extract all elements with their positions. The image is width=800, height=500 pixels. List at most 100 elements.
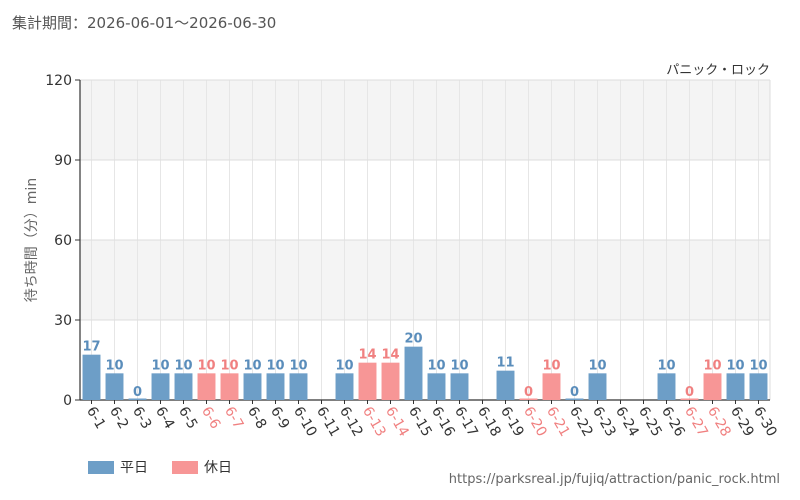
- data-label: 10: [197, 358, 215, 373]
- bar: [749, 373, 768, 400]
- grid-band: [80, 320, 770, 400]
- legend-swatch-weekday: [88, 460, 114, 474]
- bar: [703, 373, 722, 400]
- data-label: 17: [82, 340, 100, 355]
- legend-item-weekday: 平日: [88, 457, 148, 477]
- y-tick-label: 0: [63, 393, 72, 409]
- bar: [289, 373, 308, 400]
- x-tick-label: 6-10: [290, 404, 320, 440]
- grid-band: [80, 160, 770, 240]
- bar: [197, 373, 216, 400]
- x-tick-label: 6-16: [428, 404, 458, 440]
- x-tick-label: 6-7: [221, 404, 246, 432]
- x-tick-label: 6-24: [612, 404, 642, 440]
- data-label: 10: [427, 358, 445, 373]
- bar: [243, 373, 262, 400]
- x-tick-label: 6-4: [152, 404, 177, 432]
- x-tick-label: 6-2: [106, 404, 131, 432]
- x-tick-label: 6-26: [658, 404, 688, 440]
- bar: [657, 373, 676, 400]
- bar: [335, 373, 354, 400]
- bar: [151, 373, 170, 400]
- y-tick-label: 90: [54, 153, 72, 169]
- legend-label-holiday: 休日: [204, 460, 232, 476]
- bar: [588, 373, 607, 400]
- source-url: https://parksreal.jp/fujiq/attraction/pa…: [448, 472, 780, 487]
- bar: [565, 398, 584, 400]
- x-tick-label: 6-13: [359, 404, 389, 440]
- bar: [680, 398, 699, 400]
- bars: [82, 346, 768, 400]
- bar: [496, 370, 515, 400]
- data-label: 10: [289, 358, 307, 373]
- data-label: 11: [496, 356, 514, 371]
- x-tick-label: 6-9: [267, 404, 292, 432]
- x-tick-label: 6-18: [474, 404, 504, 440]
- bar: [404, 346, 423, 400]
- bar: [542, 373, 561, 400]
- x-tick-label: 6-3: [129, 404, 154, 432]
- data-label: 10: [542, 358, 560, 373]
- x-tick-label: 6-19: [497, 404, 527, 440]
- grid-band: [80, 80, 770, 160]
- bar: [105, 373, 124, 400]
- bar: [427, 373, 446, 400]
- data-label: 10: [243, 358, 261, 373]
- data-labels: 17 10 0 10 10 10 10 10 10 10 10 14 14 20 10 10 11 0 10 0 10 1…: [82, 332, 767, 400]
- x-tick-labels: 6-16-26-36-46-56-66-76-86-96-106-116-126…: [83, 404, 780, 440]
- data-label: 20: [404, 332, 422, 347]
- data-label: 10: [266, 358, 284, 373]
- data-label: 10: [174, 358, 192, 373]
- bar: [266, 373, 285, 400]
- data-label: 0: [685, 385, 694, 400]
- x-tick-label: 6-28: [704, 404, 734, 440]
- data-label: 14: [358, 348, 376, 363]
- data-label: 0: [524, 385, 533, 400]
- period-label: 集計期間：2026-06-01～2026-06-30: [12, 14, 277, 32]
- x-tick-label: 6-29: [727, 404, 757, 440]
- data-label: 10: [726, 358, 744, 373]
- data-label: 10: [749, 358, 767, 373]
- bar: [450, 373, 469, 400]
- bar: [220, 373, 239, 400]
- x-tick-label: 6-6: [198, 404, 223, 432]
- bar: [174, 373, 193, 400]
- x-tick-label: 6-14: [382, 404, 412, 440]
- y-tick-label: 30: [54, 313, 72, 329]
- data-label: 10: [335, 358, 353, 373]
- data-label: 10: [588, 358, 606, 373]
- bar: [519, 398, 538, 400]
- x-tick-label: 6-5: [175, 404, 200, 432]
- legend-label-weekday: 平日: [120, 460, 148, 476]
- legend-item-holiday: 休日: [172, 457, 232, 477]
- bar: [128, 398, 147, 400]
- x-tick-label: 6-11: [313, 404, 343, 440]
- axes: [75, 79, 770, 404]
- x-tick-label: 6-21: [543, 404, 573, 440]
- x-tick-label: 6-23: [589, 404, 619, 440]
- data-label: 10: [450, 358, 468, 373]
- y-tick-label: 60: [54, 233, 72, 249]
- bar: [726, 373, 745, 400]
- x-tick-label: 6-17: [451, 404, 481, 440]
- x-tick-label: 6-1: [83, 404, 108, 432]
- legend: 平日 休日: [88, 457, 256, 477]
- y-tick-labels: 0 30 60 90 120: [45, 73, 72, 409]
- x-tick-label: 6-25: [635, 404, 665, 440]
- y-tick-label: 120: [45, 73, 72, 89]
- y-axis-label: 待ち時間（分）min: [24, 178, 40, 302]
- x-tick-label: 6-15: [405, 404, 435, 440]
- x-tick-label: 6-12: [336, 404, 366, 440]
- data-label: 14: [381, 348, 399, 363]
- data-label: 0: [133, 385, 142, 400]
- chart-title: パニック・ロック: [666, 63, 770, 78]
- x-tick-label: 6-22: [566, 404, 596, 440]
- grid-band: [80, 240, 770, 320]
- data-label: 10: [657, 358, 675, 373]
- bar: [358, 362, 377, 400]
- legend-swatch-holiday: [172, 460, 198, 474]
- x-tick-label: 6-20: [520, 404, 550, 440]
- data-label: 10: [151, 358, 169, 373]
